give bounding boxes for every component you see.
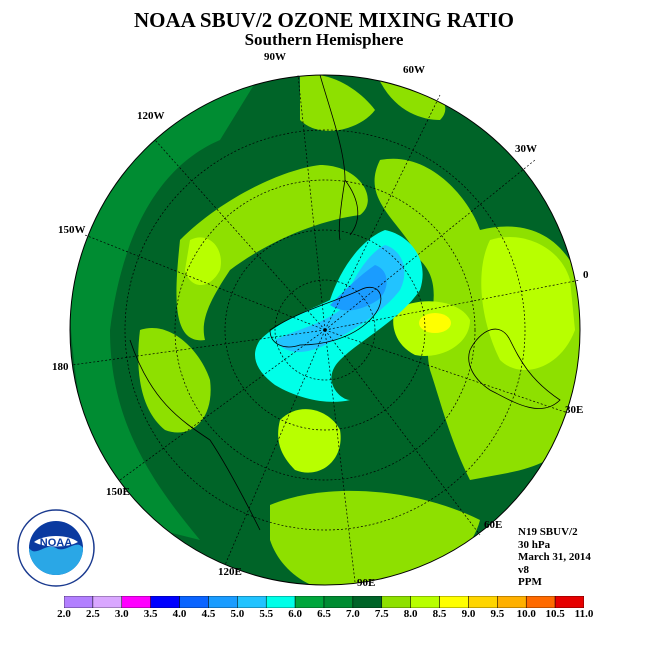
lon-label: 0 [583, 269, 589, 281]
longitude-labels: 90W 60W 30W 0 30E 60E 90E 120E 150E 180 … [52, 51, 589, 589]
colorbar-tick-label: 11.0 [574, 608, 594, 620]
lon-label: 60W [403, 64, 425, 76]
colorbar-tick-label: 7.5 [374, 608, 389, 620]
map-border [69, 74, 581, 586]
colorbar-swatch [179, 596, 209, 608]
lon-label: 150W [58, 224, 86, 236]
colorbar-swatch [294, 596, 325, 608]
units-label: PPM [518, 576, 542, 588]
colorbar-tick-label: 2.5 [86, 608, 100, 620]
colorbar-tick-label: 8.5 [432, 608, 447, 620]
colorbar-swatch [150, 596, 180, 608]
colorbar-tick-label: 3.0 [114, 608, 129, 620]
noaa-logo: NOAA [17, 509, 95, 587]
lon-label: 30E [565, 404, 583, 416]
meridian-grid [71, 74, 581, 583]
colorbar-swatch [497, 596, 527, 608]
colorbar-tick-label: 4.0 [172, 608, 187, 620]
colorbar-swatch [439, 596, 469, 608]
colorbar-tick-label: 9.0 [461, 608, 476, 620]
colorbar-swatch [323, 596, 354, 608]
colorbar-swatch [92, 596, 123, 608]
lon-label: 150E [106, 486, 130, 498]
colorbar-tick-label: 4.5 [201, 608, 216, 620]
lon-label: 120W [137, 110, 165, 122]
colorbar-tick-label: 5.0 [230, 608, 245, 620]
date-label: March 31, 2014 [518, 551, 591, 563]
colorbar-tick-label: 6.5 [317, 608, 331, 620]
colorbar-swatch [208, 596, 238, 608]
colorbar-swatch [64, 596, 94, 608]
pressure-level-label: 30 hPa [518, 538, 551, 551]
lon-label: 30W [515, 143, 537, 155]
lon-label: 120E [218, 566, 242, 578]
colorbar-tick-label: 9.5 [490, 608, 505, 620]
lon-label: 90W [264, 51, 286, 63]
colorbar-tick-label: 5.5 [259, 608, 274, 620]
colorbar-tick-label: 7.0 [346, 608, 360, 620]
colorbar [64, 596, 584, 608]
colorbar-swatch [468, 596, 498, 608]
lon-label: 180 [52, 361, 69, 373]
colorbar-labels: 2.0 2.5 3.0 3.5 4.0 4.5 5.0 5.5 6.0 6.5 7.0 7.5 8.0 8… [0, 608, 648, 622]
colorbar-swatch [410, 596, 440, 608]
lon-label: 60E [484, 519, 502, 531]
colorbar-tick-label: 3.5 [143, 608, 158, 620]
lon-label: 90E [357, 577, 375, 589]
colorbar-tick-label: 2.0 [57, 608, 71, 620]
colorbar-tick-label: 6.0 [288, 608, 302, 620]
colorbar-swatch [554, 596, 584, 608]
colorbar-tick-label: 10.0 [516, 608, 536, 620]
map-subtitle: Southern Hemisphere [244, 30, 404, 49]
latitude-grid [124, 129, 526, 531]
map-title: NOAA SBUV/2 OZONE MIXING RATIO [134, 8, 514, 32]
metadata-block: N19 SBUV/2 30 hPa March 31, 2014 v8 PPM [518, 526, 591, 589]
colorbar-swatch [265, 596, 296, 608]
colorbar-tick-label: 8.0 [403, 608, 418, 620]
noaa-logo-text: NOAA [40, 537, 72, 549]
colorbar-swatch [352, 596, 383, 608]
colorbar-swatch [381, 596, 411, 608]
satellite-label: N19 SBUV/2 [518, 526, 578, 538]
colorbar-swatch [121, 596, 151, 608]
version-label: v8 [518, 563, 529, 576]
colorbar-tick-label: 10.5 [545, 608, 565, 620]
colorbar-swatch [237, 596, 267, 608]
colorbar-swatch [525, 596, 556, 608]
